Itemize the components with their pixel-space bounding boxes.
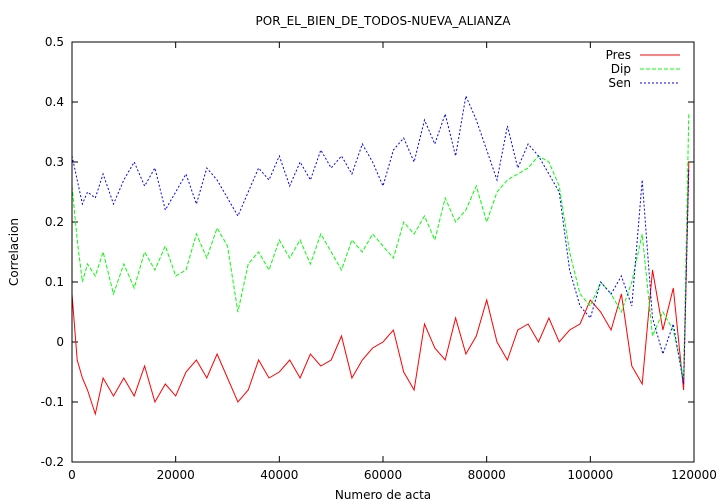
- x-tick-label: 100000: [567, 468, 613, 482]
- y-tick-label: 0.3: [45, 155, 64, 169]
- y-axis-label: Correlacion: [7, 218, 21, 286]
- x-axis-label: Numero de acta: [335, 488, 431, 502]
- plot-frame: [71, 41, 695, 463]
- legend-label-dip: Dip: [611, 62, 631, 76]
- legend-label-pres: Pres: [606, 48, 631, 62]
- x-tick-label: 80000: [468, 468, 506, 482]
- axis-ticks: 0 20000 40000 60000 80000 100000 120000 -0.2 -0.…: [41, 35, 717, 482]
- x-tick-label: 120000: [671, 468, 717, 482]
- plot-area: [71, 94, 690, 416]
- y-tick-label: 0.5: [45, 35, 64, 49]
- chart-title: POR_EL_BIEN_DE_TODOS-NUEVA_ALIANZA: [256, 14, 512, 28]
- x-tick-label: 20000: [157, 468, 195, 482]
- y-tick-label: 0.1: [45, 275, 64, 289]
- series-line-sen: [71, 94, 690, 385]
- y-tick-label: -0.1: [41, 395, 64, 409]
- series-line-pres: [71, 161, 690, 416]
- x-tick-label: 40000: [260, 468, 298, 482]
- y-tick-label: 0.4: [45, 95, 64, 109]
- y-tick-label: -0.2: [41, 455, 64, 469]
- y-tick-label: 0: [56, 335, 64, 349]
- y-tick-label: 0.2: [45, 215, 64, 229]
- x-tick-label: 60000: [364, 468, 402, 482]
- legend-label-sen: Sen: [608, 76, 631, 90]
- x-tick-label: 0: [68, 468, 76, 482]
